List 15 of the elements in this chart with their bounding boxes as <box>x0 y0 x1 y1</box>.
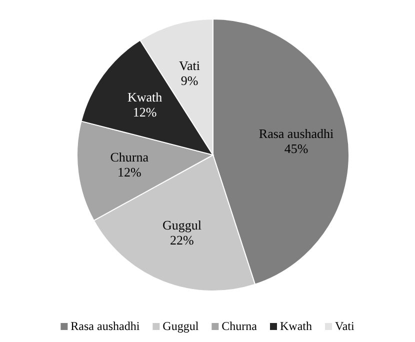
slice-label: Rasa aushadhi <box>258 126 334 141</box>
legend-label: Kwath <box>280 319 312 333</box>
data-label: 12% <box>132 104 157 120</box>
legend-label: Rasa aushadhi <box>70 319 140 333</box>
slice-label: Guggul <box>162 217 202 232</box>
data-label: 45% <box>284 140 308 156</box>
legend-label: Churna <box>222 319 258 333</box>
slice-label: Vati <box>179 58 200 74</box>
slice-label: Churna <box>110 150 149 165</box>
data-label: 22% <box>170 232 194 248</box>
legend-label: Vati <box>334 319 355 333</box>
slice-label: Kwath <box>127 89 163 104</box>
data-label: 12% <box>117 164 142 180</box>
legend-label: Guggul <box>162 319 200 333</box>
data-label: 9% <box>180 73 198 88</box>
